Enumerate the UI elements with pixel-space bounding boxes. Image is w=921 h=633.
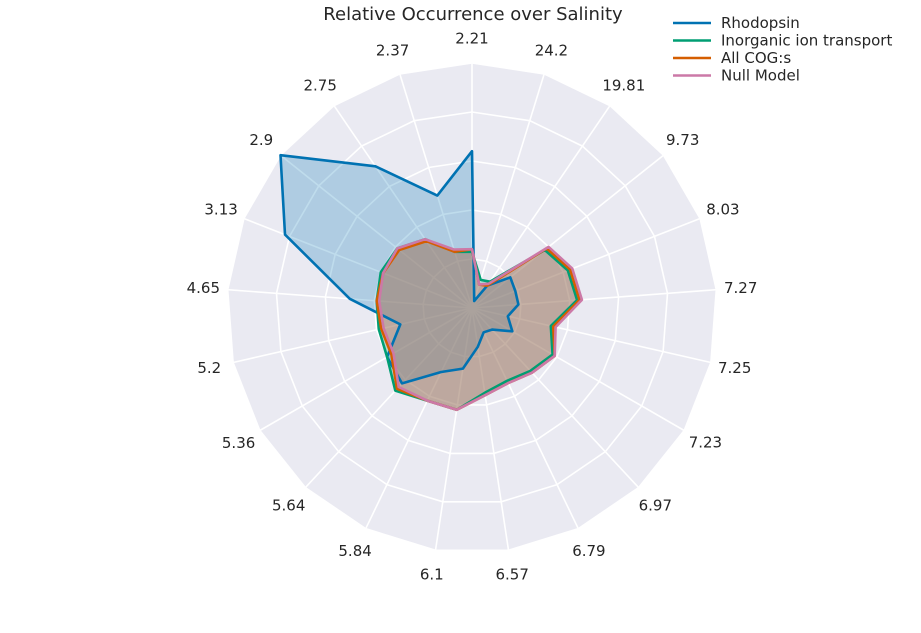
- spoke-gridline: [471, 105, 611, 309]
- angular-tick-label: 6.79: [572, 542, 605, 560]
- spoke-gridline: [399, 73, 473, 309]
- angular-tick-label: 5.84: [338, 542, 371, 560]
- chart-title: Relative Occurrence over Salinity: [323, 4, 623, 25]
- spoke-gridline: [280, 154, 473, 309]
- spoke-gridline: [304, 307, 473, 489]
- radial-gridline: [226, 62, 718, 552]
- angular-tick-label: 5.2: [197, 359, 221, 377]
- angular-tick-label: 2.21: [455, 30, 488, 48]
- angular-tick-label: 19.81: [602, 76, 645, 94]
- angular-tick-label: 7.25: [718, 359, 751, 377]
- series-lines: [279, 149, 584, 412]
- spoke-gridline: [471, 307, 640, 489]
- spoke-gridline: [471, 307, 580, 530]
- angular-tick-label: 5.36: [222, 434, 255, 452]
- legend-label: Inorganic ion transport: [721, 32, 892, 50]
- series-fills: [280, 151, 582, 410]
- spoke-gridline: [259, 307, 473, 432]
- series-fill-null-model: [379, 239, 582, 410]
- spoke-gridline: [471, 307, 685, 432]
- angular-tick-label: 7.27: [724, 279, 757, 297]
- angular-tick-label: 6.1: [420, 566, 444, 584]
- angular-tick-label: 8.03: [706, 201, 739, 219]
- angular-tick-label: 2.9: [249, 131, 273, 149]
- series-line-null-model: [377, 237, 584, 412]
- series-fill-all-cog-s: [376, 241, 580, 410]
- series-fill-rhodopsin: [280, 151, 519, 384]
- angular-tick-label: 7.23: [689, 434, 722, 452]
- spoke-gridline: [471, 307, 712, 364]
- angular-tick-label: 2.75: [303, 76, 336, 94]
- polar-grid: [226, 62, 718, 552]
- angular-tick-label: 6.97: [639, 497, 672, 515]
- spoke-gridline: [471, 73, 545, 309]
- angular-tick-label: 24.2: [535, 42, 568, 60]
- angular-tick-label: 5.64: [272, 497, 305, 515]
- spoke-gridline: [364, 307, 473, 530]
- series-line-rhodopsin: [279, 149, 520, 385]
- legend-label: All COG:s: [721, 49, 791, 67]
- spoke-gridline: [333, 105, 473, 309]
- spoke-gridline: [471, 154, 664, 309]
- spoke-gridline: [232, 307, 473, 364]
- angular-tick-label: 2.37: [376, 42, 409, 60]
- spoke-gridline: [243, 217, 473, 309]
- spoke-gridline: [471, 288, 717, 309]
- legend-label: Rhodopsin: [721, 14, 800, 32]
- angular-tick-label: 3.13: [204, 201, 237, 219]
- series-fill-inorganic-ion-transport: [376, 239, 578, 410]
- radial-gridline: [275, 111, 669, 503]
- angular-tick-label: 9.73: [666, 131, 699, 149]
- radial-gridline: [324, 160, 620, 455]
- spoke-gridline: [434, 307, 473, 551]
- angular-tick-label: 4.65: [187, 279, 220, 297]
- angular-tick-labels: 2.21 24.2 19.81 9.73 8.03 7.27 7.25 7.23 6.97 6.7…: [187, 30, 758, 584]
- legend-label: Null Model: [721, 67, 800, 85]
- angular-tick-label: 6.57: [495, 566, 528, 584]
- spoke-gridline: [471, 217, 701, 309]
